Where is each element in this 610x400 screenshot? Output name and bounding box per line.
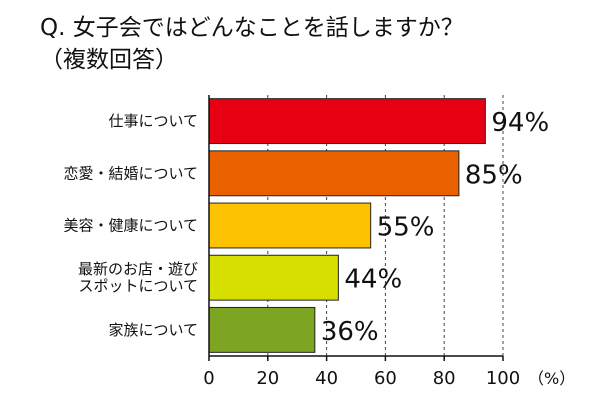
x-tick-label-0: 0 [203,368,214,389]
category-label-0: 仕事について [108,112,198,130]
bar-1 [208,150,460,197]
x-tick-label-40: 40 [315,368,338,389]
bar-0 [208,98,486,145]
bar-4 [208,306,316,353]
category-label-4: 家族について [108,321,198,339]
value-label-2: 55% [377,213,435,243]
chart-title: Q. 女子会ではどんなことを話しますか？ [40,15,464,41]
category-label-3-1: スポットについて [78,277,198,295]
bar-2 [208,202,372,249]
value-label-0: 94% [491,108,549,138]
category-label-1: 恋愛・結婚について [63,164,198,182]
x-tick-label-20: 20 [256,368,279,389]
x-unit-label: （%） [528,369,575,388]
x-tick-label-100: 100 [486,368,520,389]
bar-3 [208,254,339,301]
category-label-3-0: 最新のお店・遊び [78,260,198,278]
value-label-3: 44% [344,265,402,295]
value-label-1: 85% [465,160,523,190]
x-tick-label-80: 80 [433,368,456,389]
value-label-4: 36% [321,317,379,347]
chart-subtitle: （複数回答） [40,47,178,73]
category-label-2: 美容・健康について [63,217,198,235]
x-tick-label-60: 60 [374,368,397,389]
